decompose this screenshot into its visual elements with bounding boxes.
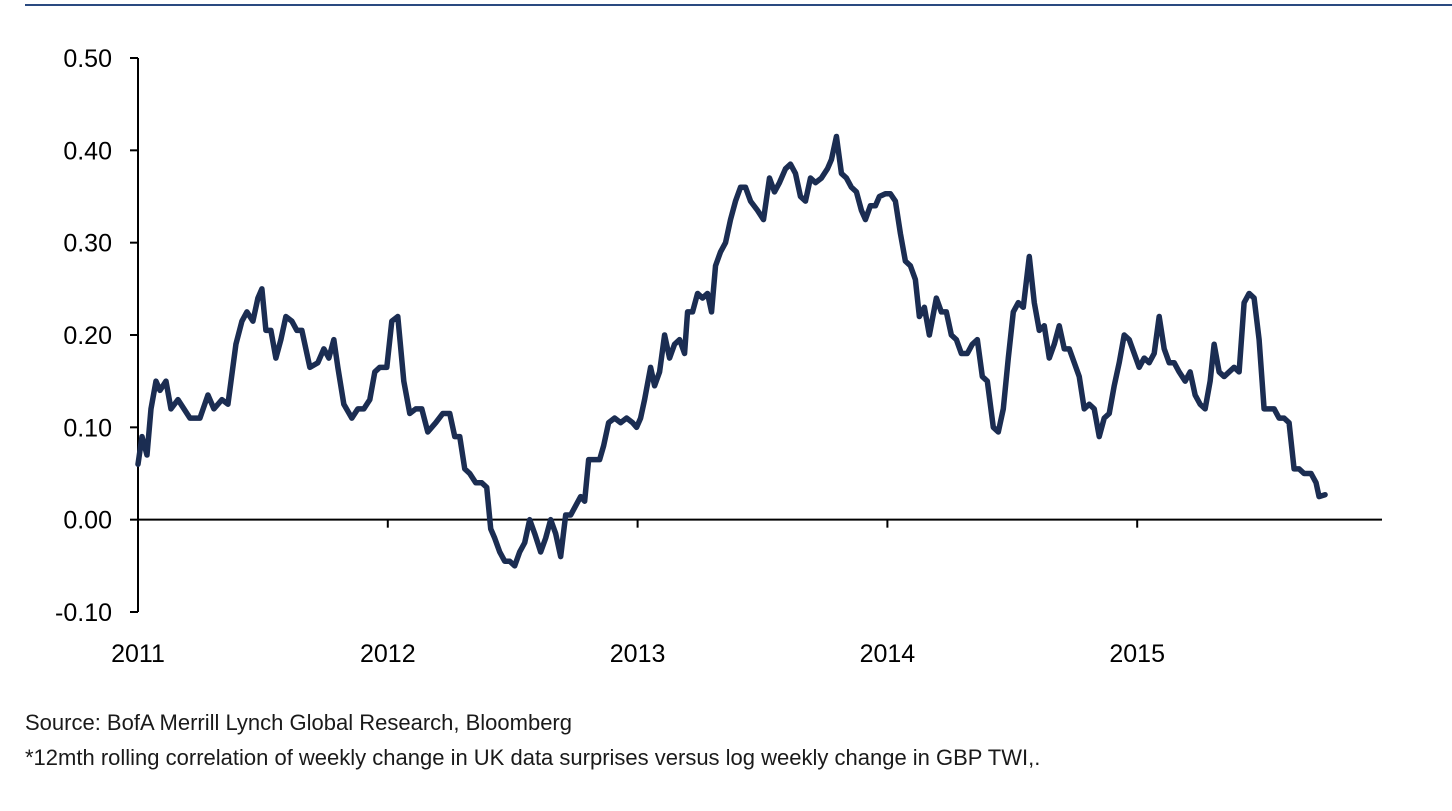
y-tick-label: 0.40 [63, 137, 112, 165]
source-note: Source: BofA Merrill Lynch Global Resear… [25, 710, 572, 735]
y-tick-label: 0.30 [63, 230, 112, 258]
footnote: *12mth rolling correlation of weekly cha… [25, 745, 1040, 770]
y-tick-label: -0.10 [55, 599, 112, 627]
y-tick-label: 0.50 [63, 45, 112, 73]
x-tick-label: 2011 [111, 640, 165, 668]
x-tick-label: 2013 [610, 640, 666, 668]
y-tick-label: 0.10 [63, 414, 112, 442]
y-tick-label: 0.00 [63, 507, 112, 535]
y-tick-label: 0.20 [63, 322, 112, 350]
x-tick-label: 2015 [1109, 640, 1165, 668]
x-tick-label: 2014 [860, 640, 916, 668]
data-line [135, 133, 1328, 569]
x-tick-label: 2012 [360, 640, 416, 668]
